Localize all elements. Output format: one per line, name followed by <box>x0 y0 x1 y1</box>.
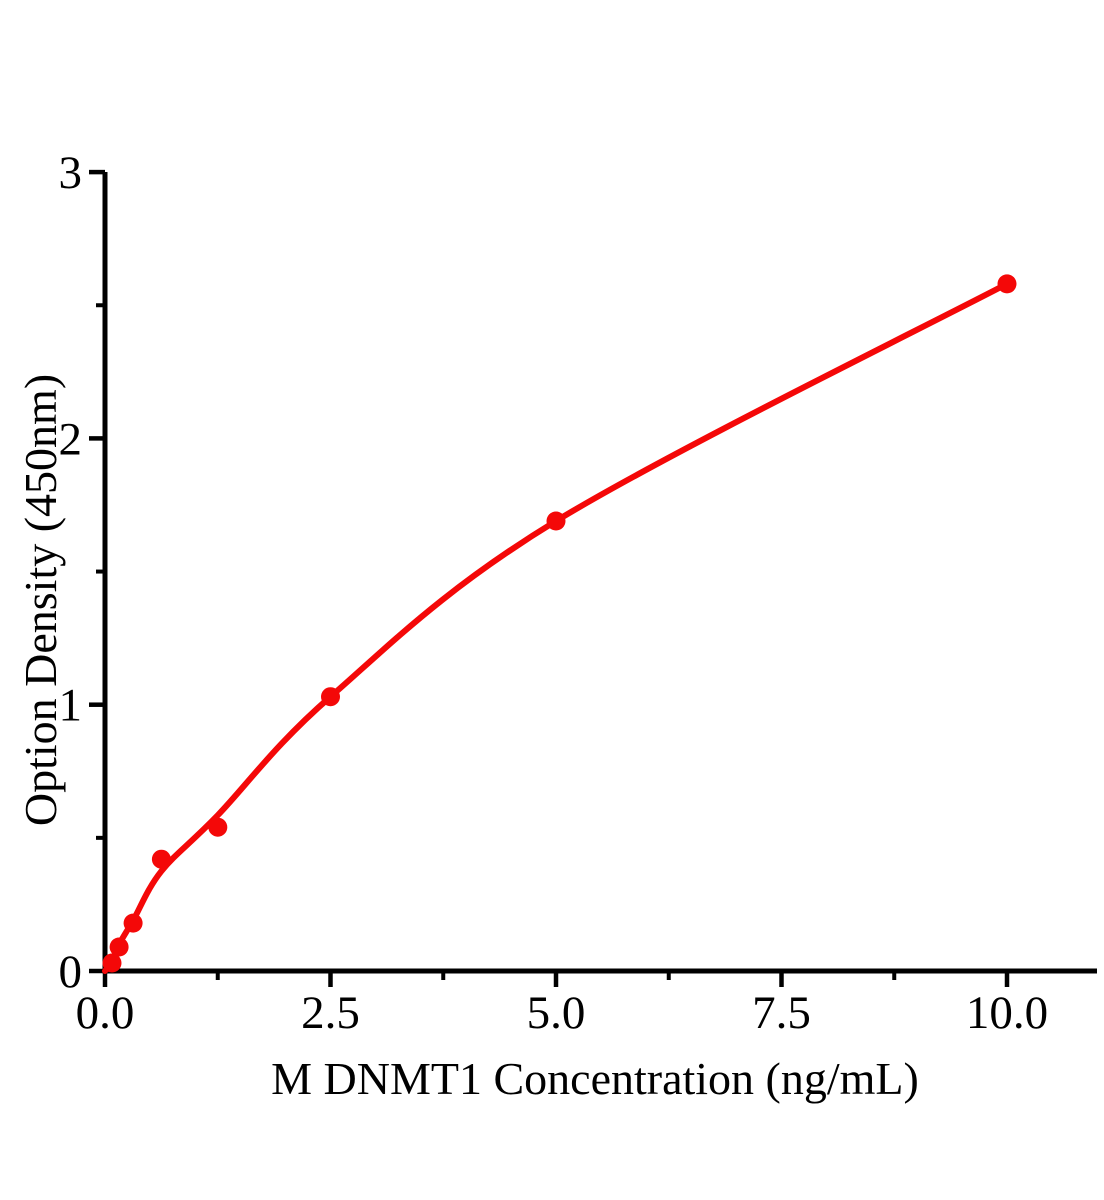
axes-layer: 0.0 2.5 5.0 7.5 10.0 0 1 2 3 <box>59 147 1097 1039</box>
x-tick-label: 5.0 <box>527 987 586 1039</box>
data-point <box>321 687 340 707</box>
series-layer <box>102 274 1017 974</box>
fit-curve <box>102 280 1010 974</box>
data-point <box>208 817 228 837</box>
data-point <box>102 953 122 973</box>
y-tick-label: 3 <box>59 147 83 199</box>
data-point <box>546 511 566 531</box>
y-axis-title: Option Density (450nm) <box>15 374 66 826</box>
x-tick-label: 10.0 <box>966 987 1048 1039</box>
x-axis-title: M DNMT1 Concentration (ng/mL) <box>271 1053 919 1104</box>
x-tick-label: 7.5 <box>752 987 811 1039</box>
y-tick-label: 2 <box>59 413 83 465</box>
x-tick-label: 0.0 <box>76 987 135 1039</box>
y-tick-label: 0 <box>59 946 83 998</box>
data-point <box>123 913 143 933</box>
data-point <box>109 937 129 957</box>
data-point <box>997 274 1017 294</box>
data-point <box>151 849 171 869</box>
x-tick-label: 2.5 <box>301 987 360 1039</box>
y-tick-label: 1 <box>59 680 83 732</box>
